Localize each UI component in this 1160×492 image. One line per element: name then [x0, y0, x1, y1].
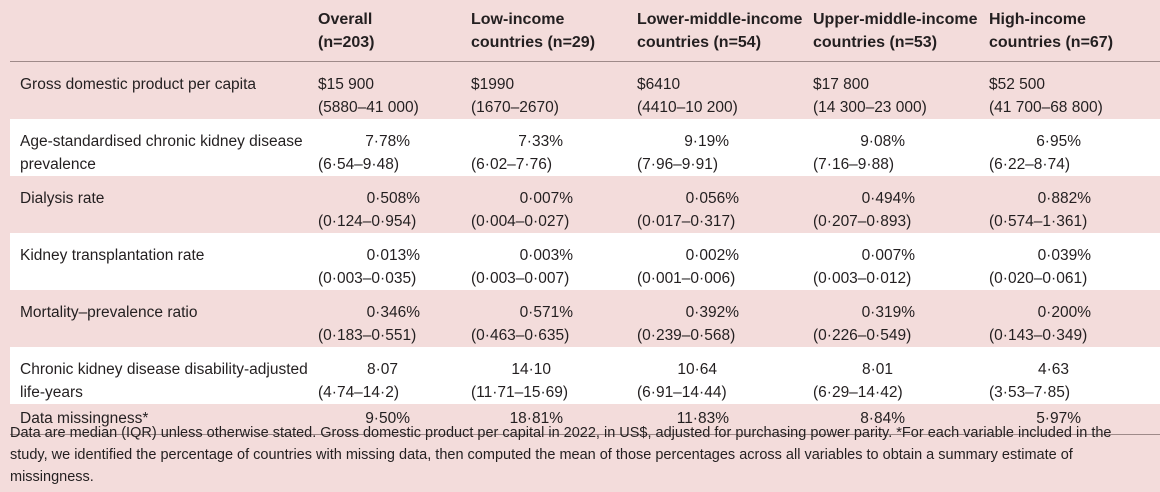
table-cell: 5·97%	[989, 404, 1160, 435]
column-header: Lower-middle-income countries (n=54)	[637, 11, 803, 51]
table-cell: 0·571% (0·463–0·635)	[471, 304, 573, 344]
header-row: Overall (n=203) Low-income countries (n=29…	[10, 0, 1160, 62]
table-row: Gross domestic product per capita $15 90…	[10, 61, 1160, 119]
table-cell: 0·319% (0·226–0·549)	[813, 304, 915, 344]
table-cell: $1990 (1670–2670)	[471, 61, 637, 119]
table-cell: 0·508% (0·124–0·954)	[318, 190, 420, 230]
table-cell: 8·07 (4·74–14·2)	[318, 361, 399, 401]
table-cell: 6·95% (6·22–8·74)	[989, 133, 1081, 173]
column-header: Low-income countries (n=29)	[471, 11, 596, 51]
table-cell: 7·78% (6·54–9·48)	[318, 133, 410, 173]
table-cell: $52 500 (41 700–68 800)	[989, 61, 1160, 119]
table-cell: 9·19% (7·96–9·91)	[637, 133, 729, 173]
table-cell: 0·003% (0·003–0·007)	[471, 247, 573, 287]
table-cell: 0·346% (0·183–0·551)	[318, 304, 420, 344]
table-row: Mortality–prevalence ratio 0·346% (0·183–…	[10, 290, 1160, 347]
table-cell: 0·056% (0·017–0·317)	[637, 190, 739, 230]
table-row: Age-standardised chronic kidney disease …	[10, 119, 1160, 176]
data-table: Overall (n=203) Low-income countries (n=29…	[10, 0, 1160, 435]
row-label: Chronic kidney disease disability-adjust…	[20, 361, 308, 401]
table-cell: 0·392% (0·239–0·568)	[637, 304, 739, 344]
table-row: Dialysis rate 0·508% (0·124–0·954) 0·007%…	[10, 176, 1160, 233]
table-cell: 9·08% (7·16–9·88)	[813, 133, 905, 173]
column-header: Upper-middle-income countries (n=53)	[813, 11, 978, 51]
table-row: Chronic kidney disease disability-adjust…	[10, 347, 1160, 404]
table-footnote: Data are median (IQR) unless otherwise s…	[10, 425, 1112, 485]
table-cell: 7·33% (6·02–7·76)	[471, 133, 563, 173]
row-label: Dialysis rate	[20, 190, 105, 207]
table-cell: $17 800 (14 300–23 000)	[813, 61, 989, 119]
table-row: Kidney transplantation rate 0·013% (0·003…	[10, 233, 1160, 290]
table-cell: 14·10 (11·71–15·69)	[471, 361, 569, 401]
table-cell: 10·64 (6·91–14·44)	[637, 361, 727, 401]
table-cell: 8·84%	[813, 404, 989, 435]
row-label: Gross domestic product per capita	[10, 61, 318, 119]
table-cell: 0·013% (0·003–0·035)	[318, 247, 420, 287]
column-header: Overall (n=203)	[318, 11, 375, 51]
table-cell: 0·007% (0·004–0·027)	[471, 190, 573, 230]
table-cell: 9·50%	[318, 404, 471, 435]
table-cell: 0·002% (0·001–0·006)	[637, 247, 739, 287]
row-label: Mortality–prevalence ratio	[20, 304, 198, 321]
header-label-column	[10, 0, 318, 62]
table-cell: 0·882% (0·574–1·361)	[989, 190, 1091, 230]
column-header: High-income countries (n=67)	[989, 11, 1114, 51]
row-label: Kidney transplantation rate	[20, 247, 205, 264]
table-cell: 8·01 (6·29–14·42)	[813, 361, 903, 401]
row-label: Age-standardised chronic kidney disease …	[20, 133, 303, 173]
table-cell: 18·81%	[471, 404, 637, 435]
row-label: Data missingness*	[10, 404, 318, 435]
table-cell: 0·200% (0·143–0·349)	[989, 304, 1091, 344]
table-cell: 4·63 (3·53–7·85)	[989, 361, 1070, 401]
table-cell: 11·83%	[637, 404, 813, 435]
table-cell: $6410 (4410–10 200)	[637, 61, 813, 119]
table-cell: 0·494% (0·207–0·893)	[813, 190, 915, 230]
table-row: Data missingness* 9·50% 18·81% 11·83% 8·…	[10, 404, 1160, 435]
table-cell: 0·039% (0·020–0·061)	[989, 247, 1091, 287]
table-cell: 0·007% (0·003–0·012)	[813, 247, 915, 287]
table-cell: $15 900 (5880–41 000)	[318, 61, 471, 119]
